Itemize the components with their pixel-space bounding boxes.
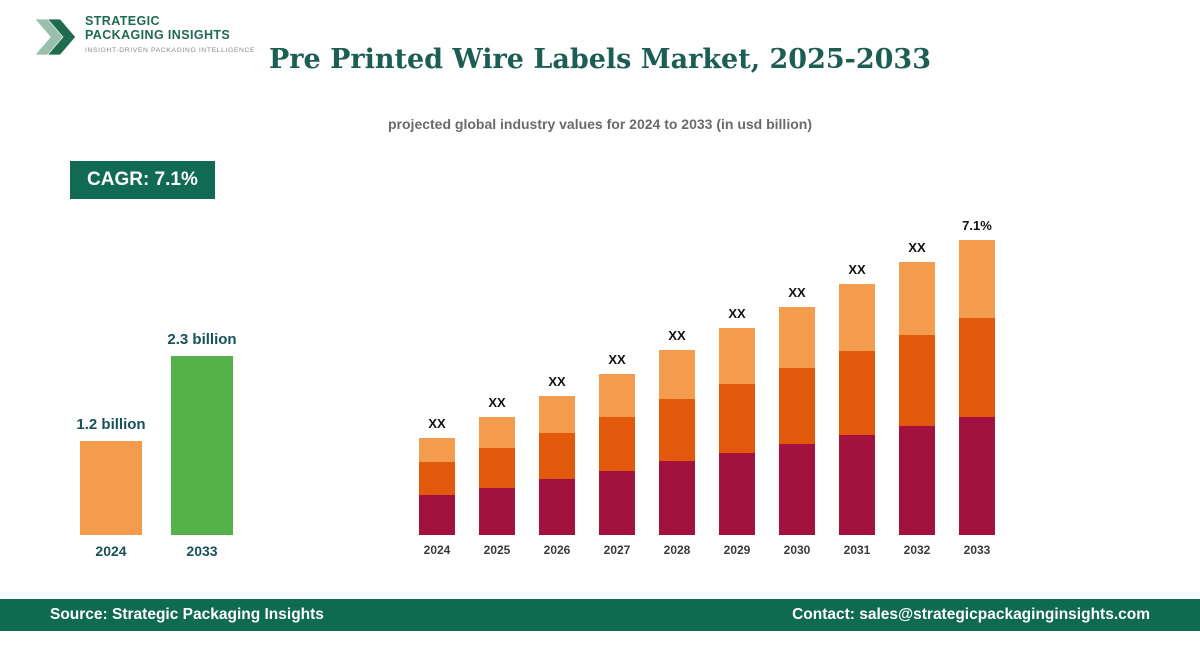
bar-value-label: XX <box>848 262 866 277</box>
stacked-bar-2026 <box>539 396 575 535</box>
bar-value-label: XX <box>428 416 446 431</box>
bar-2032-segment-top <box>899 262 935 335</box>
page-title: Pre Printed Wire Labels Market, 2025-203… <box>268 44 931 75</box>
logo-tagline: INSIGHT-DRIVEN PACKAGING INTELLIGENCE <box>85 46 256 54</box>
stacked-bar-2024 <box>419 438 455 535</box>
projection-bar-group-2031: XX 2031 <box>827 187 887 557</box>
projection-bar-group-2028: XX 2028 <box>647 187 707 557</box>
projection-bar-group-2025: XX 2025 <box>467 187 527 557</box>
bar-2027-segment-middle <box>599 417 635 471</box>
bar-2026-segment-bottom <box>539 479 575 535</box>
category-label: 2027 <box>603 543 631 557</box>
bar-2033-segment-top <box>959 240 995 318</box>
bar-value-label: XX <box>788 285 806 300</box>
bar-2030-segment-middle <box>779 368 815 444</box>
bar-2028-segment-bottom <box>659 461 695 535</box>
stacked-bar-2032 <box>899 262 935 535</box>
bar-value-label: XX <box>608 352 626 367</box>
logo-line1: STRATEGIC <box>85 14 160 28</box>
bar-2032-segment-middle <box>899 335 935 426</box>
bar-value-label: XX <box>668 328 686 343</box>
projection-chart: XX 2024 XX 2025 XX 2026 XX 2027 XX 2028 XX 2029 XX 20… <box>407 187 1007 557</box>
bar-2030-segment-bottom <box>779 444 815 535</box>
bar-2028-segment-top <box>659 350 695 399</box>
projection-bar-group-2024: XX 2024 <box>407 187 467 557</box>
stacked-bar-2031 <box>839 284 875 535</box>
summary-chart: 1.2 billion 2024 2.3 billion 2033 <box>76 307 236 559</box>
summary-bar-2024 <box>80 441 142 535</box>
summary-bar-group-2024: 1.2 billion 2024 <box>76 307 145 559</box>
category-label: 2026 <box>543 543 571 557</box>
bar-2025-segment-top <box>479 417 515 448</box>
bar-2025-segment-bottom <box>479 488 515 535</box>
bar-2024-segment-top <box>419 438 455 462</box>
bar-2028-segment-middle <box>659 399 695 461</box>
projection-bar-group-2027: XX 2027 <box>587 187 647 557</box>
bar-2025-segment-middle <box>479 448 515 488</box>
footer-source: Source: Strategic Packaging Insights <box>50 606 324 623</box>
stacked-bar-2030 <box>779 307 815 535</box>
projection-bar-group-2026: XX 2026 <box>527 187 587 557</box>
bar-2024-segment-middle <box>419 462 455 495</box>
summary-year-label: 2024 <box>95 543 127 559</box>
bar-2031-segment-middle <box>839 351 875 435</box>
summary-value-label: 2.3 billion <box>167 331 237 348</box>
bar-2033-segment-middle <box>959 318 995 417</box>
category-label: 2025 <box>483 543 511 557</box>
bar-2031-segment-bottom <box>839 435 875 535</box>
bar-2030-segment-top <box>779 307 815 368</box>
bar-value-label: XX <box>488 395 506 410</box>
bar-2027-segment-bottom <box>599 471 635 535</box>
summary-bar-2033 <box>171 356 233 535</box>
category-label: 2033 <box>963 543 991 557</box>
bar-value-label: XX <box>908 240 926 255</box>
category-label: 2024 <box>423 543 451 557</box>
logo-text: STRATEGIC PACKAGING INSIGHTS INSIGHT-DRI… <box>85 14 255 55</box>
category-label: 2029 <box>723 543 751 557</box>
footer-contact: Contact: sales@strategicpackaginginsight… <box>792 606 1150 623</box>
stacked-bar-2029 <box>719 328 755 535</box>
bar-2029-segment-bottom <box>719 453 755 535</box>
stacked-bar-2033 <box>959 240 995 535</box>
summary-year-label: 2033 <box>186 543 218 559</box>
projection-bar-group-2032: XX 2032 <box>887 187 947 557</box>
cagr-badge: CAGR: 7.1% <box>70 161 215 199</box>
logo-chevron-icon <box>35 19 76 55</box>
bar-2032-segment-bottom <box>899 426 935 535</box>
projection-bar-group-2029: XX 2029 <box>707 187 767 557</box>
projection-bar-group-2030: XX 2030 <box>767 187 827 557</box>
category-label: 2032 <box>903 543 931 557</box>
bar-2031-segment-top <box>839 284 875 351</box>
summary-bar-group-2033: 2.3 billion 2033 <box>167 307 236 559</box>
bar-value-label: 7.1% <box>962 218 992 233</box>
projection-bar-group-2033: 7.1% 2033 <box>947 187 1007 557</box>
stacked-bar-2027 <box>599 374 635 535</box>
summary-value-label: 1.2 billion <box>76 416 146 433</box>
bar-2024-segment-bottom <box>419 495 455 535</box>
bar-value-label: XX <box>548 374 566 389</box>
stacked-bar-2025 <box>479 417 515 535</box>
footer-bar: Source: Strategic Packaging Insights Con… <box>0 599 1200 631</box>
bar-2026-segment-middle <box>539 433 575 479</box>
bar-2029-segment-middle <box>719 384 755 453</box>
category-label: 2028 <box>663 543 691 557</box>
bar-2033-segment-bottom <box>959 417 995 535</box>
logo: STRATEGIC PACKAGING INSIGHTS INSIGHT-DRI… <box>34 14 255 60</box>
bar-2026-segment-top <box>539 396 575 433</box>
bar-2029-segment-top <box>719 328 755 384</box>
category-label: 2031 <box>843 543 871 557</box>
bar-value-label: XX <box>728 306 746 321</box>
logo-line2: PACKAGING INSIGHTS <box>85 28 231 43</box>
page-subtitle: projected global industry values for 202… <box>388 116 812 132</box>
bar-2027-segment-top <box>599 374 635 417</box>
stacked-bar-2028 <box>659 350 695 535</box>
category-label: 2030 <box>783 543 811 557</box>
